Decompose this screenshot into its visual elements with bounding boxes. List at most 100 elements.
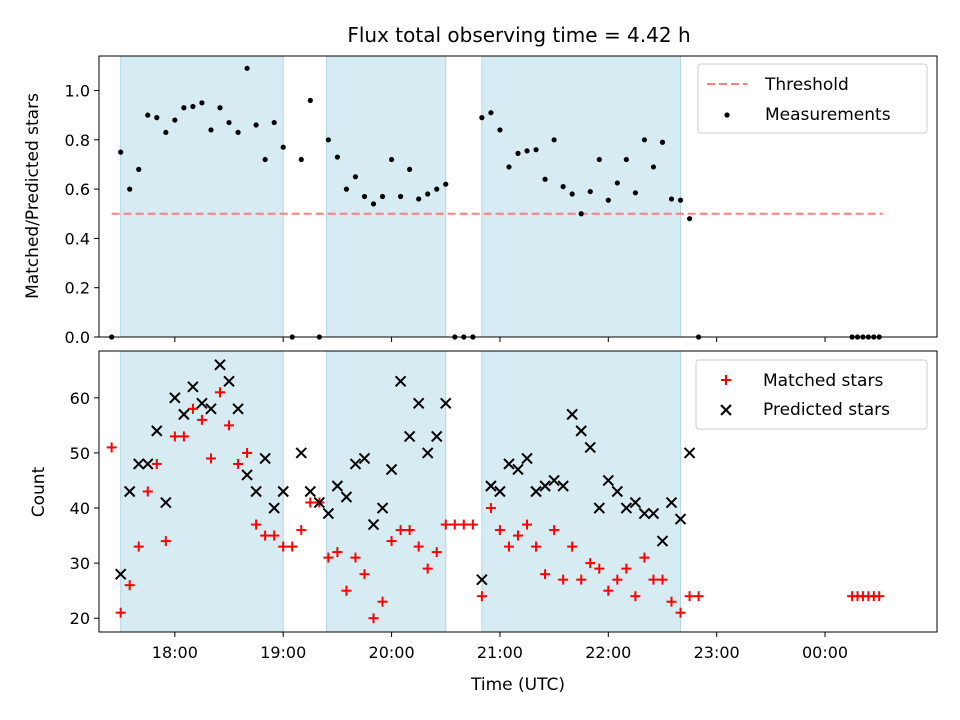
- measurement-point: [343, 186, 350, 192]
- predicted-star-point: [250, 485, 262, 498]
- predicted-star-point: [611, 485, 624, 498]
- y-tick-label: 40: [70, 499, 90, 518]
- predicted-star-point: [593, 502, 605, 514]
- measurement-point: [181, 105, 187, 111]
- matched-star-point: [522, 519, 533, 530]
- predicted-star-point: [421, 447, 434, 459]
- matched-star-point: [278, 541, 289, 552]
- predicted-star-point: [539, 480, 551, 492]
- matched-star-point: [169, 431, 180, 442]
- matched-star-point: [576, 574, 587, 585]
- legend-measurements-label: Measurements: [765, 105, 891, 125]
- measurement-point: [614, 180, 620, 186]
- predicted-star-point: [566, 408, 578, 421]
- measurement-point: [172, 117, 178, 123]
- predicted-star-point: [431, 430, 443, 443]
- matched-star-point: [485, 503, 496, 514]
- legend-predicted-label: Predicted stars: [763, 400, 890, 420]
- measurement-point: [560, 184, 566, 190]
- matched-star-point: [142, 486, 153, 497]
- predicted-star-point: [521, 452, 533, 465]
- measurement-point: [425, 191, 431, 197]
- predicted-star-point: [548, 474, 560, 487]
- matched-star-point: [160, 536, 171, 547]
- x-tick-label: 19:00: [260, 643, 306, 662]
- matched-star-point: [449, 519, 460, 530]
- measurement-point: [650, 164, 657, 170]
- predicted-star-point: [304, 485, 317, 498]
- matched-star-point: [621, 563, 632, 574]
- x-tick-label: 18:00: [152, 643, 198, 662]
- y-tick-label: 0.4: [65, 229, 90, 248]
- predicted-star-point: [385, 463, 398, 476]
- measurement-point: [587, 188, 593, 195]
- legend-predicted-swatch: [720, 404, 732, 416]
- measurement-point: [533, 147, 539, 153]
- matched-star-point: [422, 563, 433, 574]
- measurement-point: [506, 164, 512, 170]
- bottom-x-axis: 18:00 19:00 20:00 21:00 22:00 23:00 00:00: [152, 632, 848, 662]
- y-tick-label: 20: [70, 609, 90, 628]
- measurement-point: [307, 97, 313, 103]
- matched-star-point: [124, 580, 135, 591]
- predicted-star-point: [674, 513, 687, 525]
- predicted-star-point: [494, 485, 506, 498]
- predicted-star-point: [440, 397, 452, 410]
- matched-star-point: [612, 574, 623, 585]
- legend-threshold-label: Threshold: [764, 75, 849, 95]
- predicted-star-point: [114, 568, 127, 580]
- matched-star-point: [178, 431, 189, 442]
- matched-star-point: [404, 525, 415, 536]
- measurement-point: [578, 211, 584, 217]
- measurement-point: [163, 129, 169, 136]
- matched-star-point: [187, 403, 198, 414]
- matched-star-point: [395, 525, 406, 536]
- predicted-star-point: [133, 458, 145, 470]
- y-tick-label: 1.0: [65, 82, 90, 101]
- x-tick-label: 21:00: [477, 643, 523, 662]
- matched-star-point: [503, 541, 514, 552]
- measurement-point: [325, 137, 331, 143]
- matched-star-point: [531, 541, 542, 552]
- predicted-star-point: [277, 485, 289, 498]
- predicted-star-point: [412, 397, 425, 410]
- predicted-star-point: [142, 458, 154, 470]
- measurement-point: [677, 197, 684, 203]
- matched-star-point: [540, 569, 551, 580]
- matched-star-point: [684, 591, 695, 602]
- measurement-point: [370, 201, 377, 207]
- measurement-point: [244, 65, 250, 71]
- matched-star-point: [296, 525, 307, 536]
- measurement-point: [361, 193, 368, 200]
- matched-star-point: [648, 574, 659, 585]
- predicted-star-point: [394, 375, 407, 388]
- matched-star-point: [549, 525, 560, 536]
- predicted-star-point: [178, 408, 190, 421]
- measurement-point: [127, 186, 133, 192]
- measurement-point: [623, 156, 629, 163]
- matched-star-point: [377, 596, 388, 607]
- matched-star-point: [368, 613, 379, 624]
- measurement-point: [262, 156, 268, 163]
- predicted-star-point: [313, 496, 326, 509]
- measurement-point: [379, 193, 386, 200]
- matched-star-point: [639, 552, 650, 563]
- predicted-star-point: [584, 441, 596, 454]
- matched-star-point: [657, 574, 668, 585]
- predicted-star-point: [367, 518, 380, 531]
- bottom-matched-layer: [106, 387, 885, 624]
- matched-star-point: [431, 547, 442, 558]
- y-tick-label: 60: [70, 389, 90, 408]
- predicted-star-point: [665, 496, 678, 509]
- y-tick-label: 30: [70, 554, 90, 573]
- measurement-point: [334, 154, 340, 160]
- x-tick-label: 20:00: [369, 643, 415, 662]
- y-tick-label: 0.2: [65, 279, 90, 298]
- measurement-point: [217, 105, 223, 111]
- predicted-star-point: [403, 430, 416, 443]
- measurement-point: [208, 127, 214, 133]
- measurement-point: [479, 115, 485, 121]
- matched-star-point: [269, 530, 280, 541]
- top-y-axis: 0.0 0.2 0.4 0.6 0.8 1.0: [65, 82, 99, 347]
- top-measurements-layer: [109, 65, 882, 340]
